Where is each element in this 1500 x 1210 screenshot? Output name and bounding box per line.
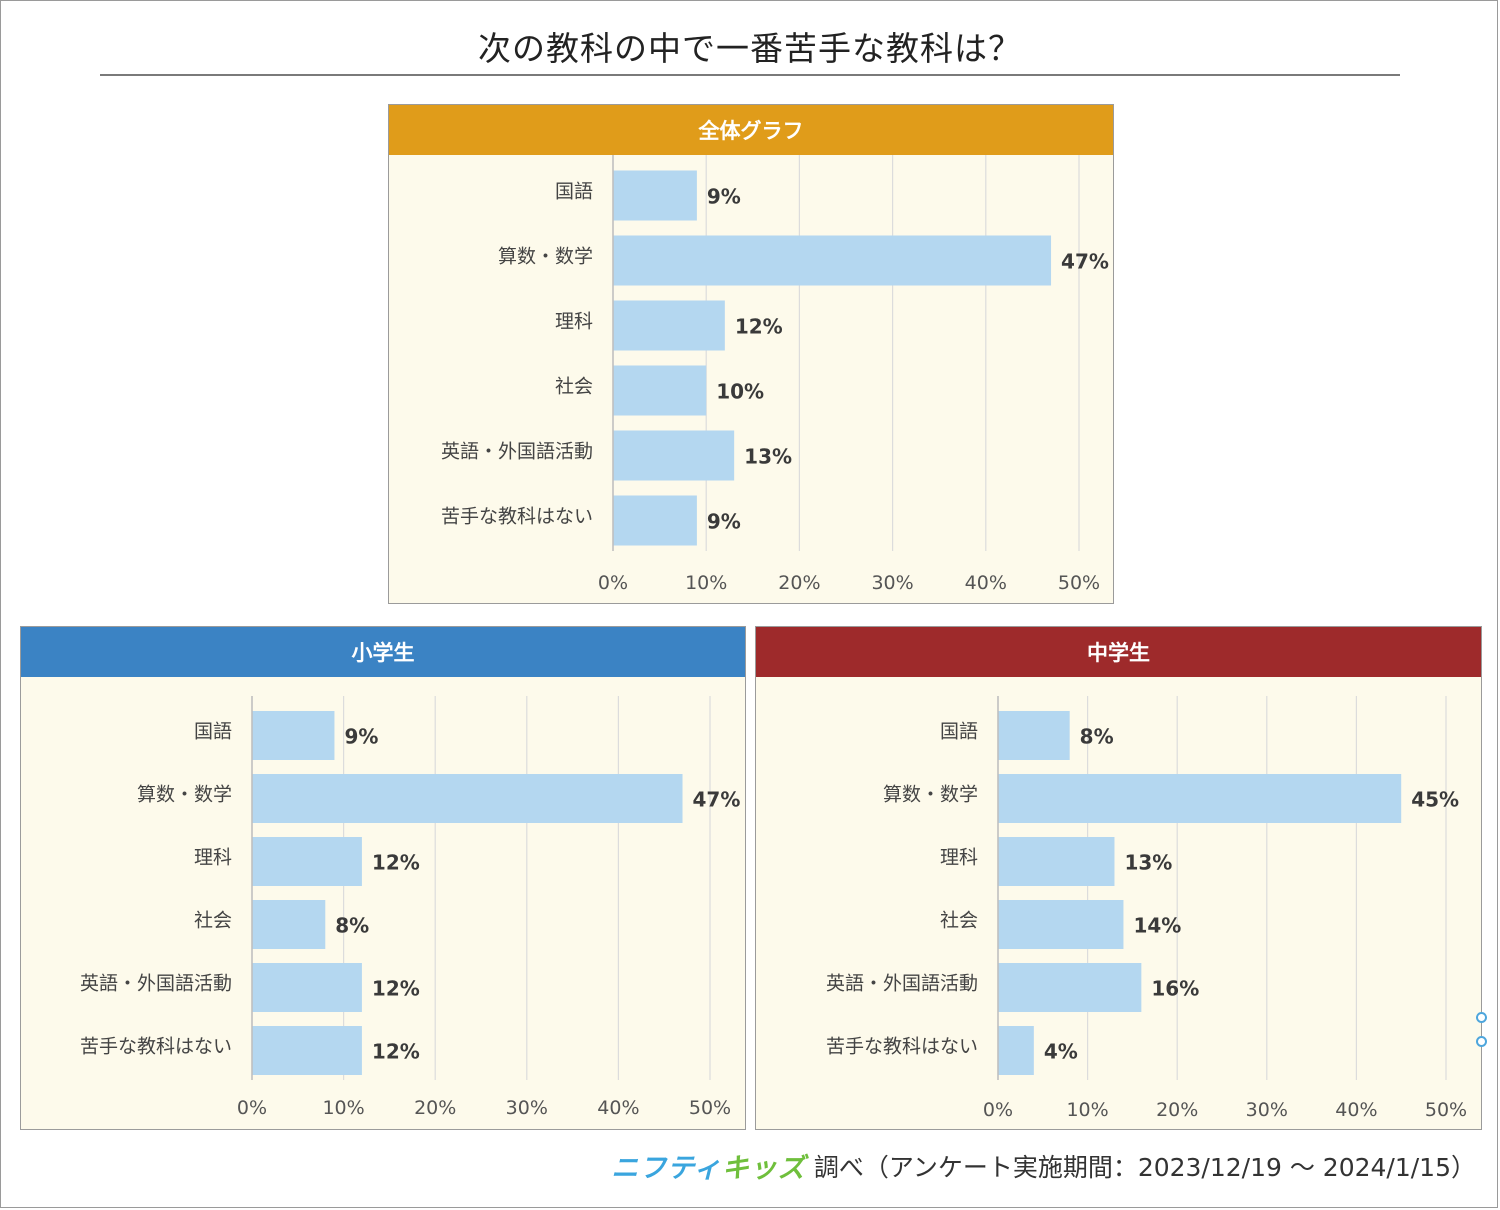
bar xyxy=(998,711,1070,760)
bar-value-label: 45% xyxy=(1411,788,1459,812)
title-underline xyxy=(100,74,1400,76)
x-tick-label: 20% xyxy=(1156,1099,1198,1121)
nifty-kids-logo: ニフティキッズ xyxy=(611,1146,805,1185)
x-tick-label: 50% xyxy=(689,1097,731,1119)
bar-value-label: 16% xyxy=(1151,977,1199,1001)
bar-value-label: 9% xyxy=(344,725,378,749)
category-label: 国語 xyxy=(555,181,593,203)
bar xyxy=(613,300,725,351)
bar-value-label: 12% xyxy=(372,1040,420,1064)
elementary-chart-panel: 小学生 0% 10% 20% 30% 40% 50% 国語 9% 算数・数学 47% 理科 12% 社会… xyxy=(20,626,746,1130)
bar xyxy=(998,1026,1034,1075)
bar-value-label: 10% xyxy=(716,380,764,404)
bar xyxy=(252,963,362,1012)
bar xyxy=(998,963,1142,1012)
junior-high-chart-panel: 中学生 0% 10% 20% 30% 40% 50% 国語 8% 算数・数学 45% 理科 13% 社会… xyxy=(755,626,1482,1130)
category-label: 理科 xyxy=(555,311,593,333)
bar-value-label: 12% xyxy=(372,851,420,875)
bar-value-label: 47% xyxy=(693,788,741,812)
x-tick-label: 50% xyxy=(1058,572,1100,594)
bar xyxy=(998,774,1402,823)
category-label: 理科 xyxy=(940,847,978,869)
page-title: 次の教科の中で一番苦手な教科は？ xyxy=(478,29,1022,68)
overall-bar-chart: 0% 10% 20% 30% 40% 50% 国語 9% 算数・数学 47% 理科 12% 社会 10% 英… xyxy=(441,155,1109,594)
x-tick-label: 20% xyxy=(778,572,820,594)
bar-value-label: 8% xyxy=(1080,725,1114,749)
x-tick-label: 0% xyxy=(237,1097,267,1119)
bar-value-label: 12% xyxy=(372,977,420,1001)
junior-high-bar-chart: 0% 10% 20% 30% 40% 50% 国語 8% 算数・数学 45% 理科 13% 社会 14% 英… xyxy=(826,696,1467,1121)
overall-chart-header: 全体グラフ xyxy=(389,105,1113,155)
category-label: 算数・数学 xyxy=(498,246,593,268)
bar-value-label: 4% xyxy=(1044,1040,1078,1064)
x-tick-label: 0% xyxy=(983,1099,1013,1121)
decorative-dot xyxy=(1476,1036,1487,1047)
logo-text-nifty: ニフティ xyxy=(611,1153,722,1184)
x-tick-label: 40% xyxy=(1335,1099,1377,1121)
elementary-chart-header: 小学生 xyxy=(21,627,745,677)
x-tick-label: 10% xyxy=(322,1097,364,1119)
bar xyxy=(998,900,1124,949)
x-tick-label: 10% xyxy=(1066,1099,1108,1121)
source-text: 調べ（アンケート実施期間：2023/12/19 〜 2024/1/15） xyxy=(813,1152,1476,1182)
category-label: 国語 xyxy=(940,721,978,743)
bar-value-label: 13% xyxy=(744,445,792,469)
x-tick-label: 0% xyxy=(598,572,628,594)
junior-high-chart-header: 中学生 xyxy=(756,627,1481,677)
elementary-bar-chart: 0% 10% 20% 30% 40% 50% 国語 9% 算数・数学 47% 理科 12% 社会 8% 英語… xyxy=(80,696,741,1119)
category-label: 英語・外国語活動 xyxy=(80,973,232,995)
bar-value-label: 8% xyxy=(335,914,369,938)
category-label: 社会 xyxy=(194,910,232,932)
category-label: 算数・数学 xyxy=(137,784,232,806)
bar xyxy=(613,235,1052,286)
x-tick-label: 30% xyxy=(1246,1099,1288,1121)
bar-value-label: 14% xyxy=(1133,914,1181,938)
x-tick-label: 20% xyxy=(414,1097,456,1119)
x-tick-label: 10% xyxy=(685,572,727,594)
decorative-dot xyxy=(1476,1012,1487,1023)
x-tick-label: 50% xyxy=(1425,1099,1467,1121)
bar xyxy=(252,711,335,760)
bar-value-label: 13% xyxy=(1124,851,1172,875)
bar xyxy=(252,1026,362,1075)
category-label: 英語・外国語活動 xyxy=(826,973,978,995)
bar xyxy=(252,774,683,823)
bar-value-label: 9% xyxy=(707,510,741,534)
overall-chart-panel: 全体グラフ 0% 10% 20% 30% 40% 50% 国語 9% 算数・数学 47% 理科 12%… xyxy=(388,104,1114,604)
x-tick-label: 40% xyxy=(597,1097,639,1119)
logo-text-kids: キッズ xyxy=(721,1153,806,1184)
category-label: 苦手な教科はない xyxy=(80,1036,232,1058)
category-label: 社会 xyxy=(940,910,978,932)
category-label: 社会 xyxy=(555,376,593,398)
x-tick-label: 40% xyxy=(965,572,1007,594)
category-label: 理科 xyxy=(194,847,232,869)
category-label: 苦手な教科はない xyxy=(441,506,593,528)
bar-value-label: 47% xyxy=(1061,250,1109,274)
source-footer: ニフティキッズ 調べ（アンケート実施期間：2023/12/19 〜 2024/1… xyxy=(611,1146,1476,1185)
x-tick-label: 30% xyxy=(506,1097,548,1119)
bar xyxy=(252,837,362,886)
x-tick-label: 30% xyxy=(871,572,913,594)
category-label: 算数・数学 xyxy=(883,784,978,806)
category-label: 国語 xyxy=(194,721,232,743)
bar xyxy=(998,837,1115,886)
bar xyxy=(252,900,326,949)
category-label: 苦手な教科はない xyxy=(826,1036,978,1058)
bar xyxy=(613,495,697,546)
bar xyxy=(613,365,707,416)
bar-value-label: 9% xyxy=(707,185,741,209)
bar xyxy=(613,170,697,221)
category-label: 英語・外国語活動 xyxy=(441,441,593,463)
bar xyxy=(613,430,735,481)
bar-value-label: 12% xyxy=(735,315,783,339)
